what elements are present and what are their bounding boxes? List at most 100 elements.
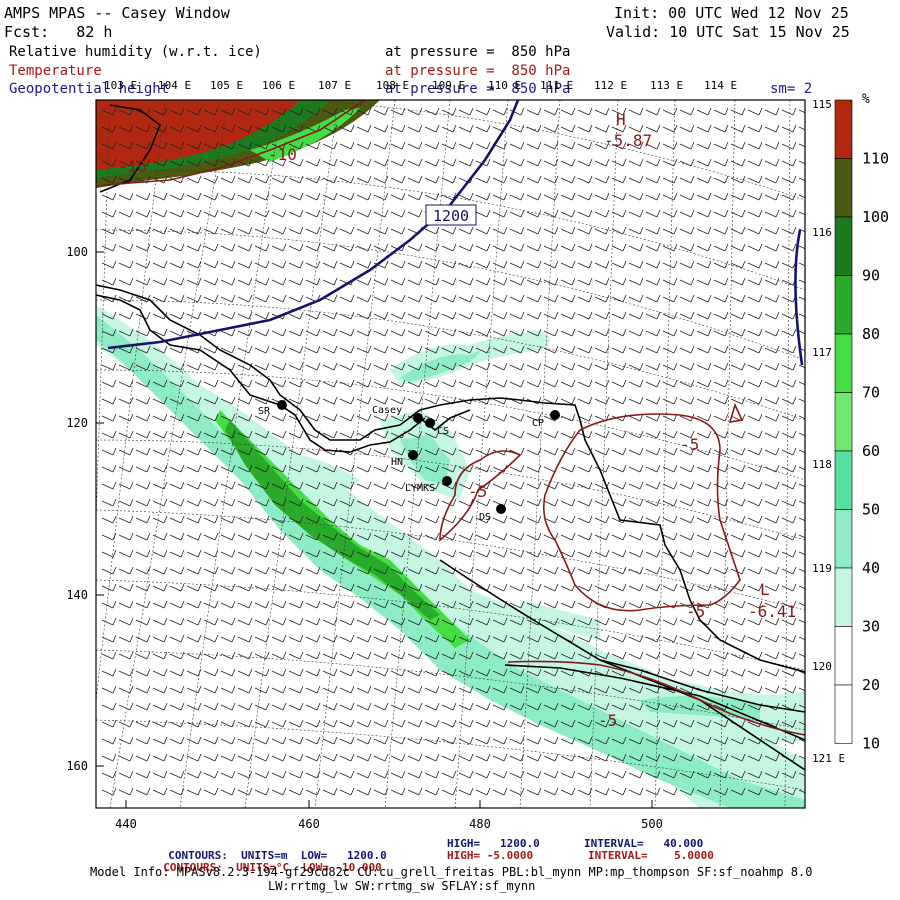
wind-barb — [781, 719, 797, 728]
longitude-labels-top: 103 E 104 E 105 E 106 E 107 E 108 E 109 E 110 E… — [104, 79, 845, 111]
wind-barb — [543, 345, 559, 354]
wind-barb — [764, 787, 780, 796]
station-marker-hn[interactable] — [408, 450, 418, 460]
wind-barb — [152, 260, 168, 269]
wind-barb — [662, 345, 678, 354]
wind-barb — [543, 736, 559, 745]
colorbar-tick-label: 30 — [862, 618, 880, 636]
wind-barb — [407, 583, 423, 592]
wind-barb — [169, 549, 185, 558]
station-marker-lymks[interactable] — [442, 476, 452, 486]
wind-barb — [730, 124, 746, 133]
wind-barb — [339, 430, 355, 439]
wind-barb — [458, 651, 474, 660]
wind-barb — [237, 753, 253, 762]
wind-barb — [594, 549, 610, 558]
wind-barb — [288, 532, 304, 541]
wind-barb — [152, 277, 168, 286]
wind-barb — [696, 464, 712, 473]
wind-barb — [203, 634, 219, 643]
wind-barb — [441, 141, 457, 150]
wind-barb — [169, 192, 185, 201]
wind-barb — [679, 158, 695, 167]
station-marker-cs[interactable] — [425, 418, 435, 428]
wind-barb — [135, 634, 151, 643]
wind-barb — [458, 124, 474, 133]
wind-barb — [135, 736, 151, 745]
wind-barb — [271, 651, 287, 660]
wind-barb — [577, 413, 593, 422]
wind-barb — [373, 413, 389, 422]
pressure-level-temp: at pressure = 850 hPa — [385, 63, 571, 79]
wind-barb — [322, 345, 338, 354]
wind-barb — [356, 566, 372, 575]
wind-barb — [594, 226, 610, 235]
station-marker-casey[interactable] — [413, 413, 423, 423]
wind-barb — [713, 226, 729, 235]
wind-barb — [492, 243, 508, 252]
wind-barb — [322, 617, 338, 626]
wind-barb — [288, 158, 304, 167]
wind-barb — [628, 498, 644, 507]
station-marker-sr[interactable] — [277, 400, 287, 410]
wind-barb — [594, 430, 610, 439]
wind-barb — [305, 787, 321, 796]
wind-barb — [526, 566, 542, 575]
wind-barb — [339, 787, 355, 796]
wind-barb — [764, 175, 780, 184]
wind-barb — [339, 583, 355, 592]
wind-barb — [288, 379, 304, 388]
wind-barb — [492, 226, 508, 235]
wind-barb — [424, 753, 440, 762]
wind-barb — [424, 515, 440, 524]
wind-barb — [543, 753, 559, 762]
wind-barb — [611, 634, 627, 643]
wind-barb — [135, 617, 151, 626]
wind-barb — [679, 294, 695, 303]
wind-barb — [475, 651, 491, 660]
wind-barb — [798, 398, 805, 403]
wind-barb — [390, 685, 406, 694]
wind-barb — [373, 498, 389, 507]
wind-barb — [356, 634, 372, 643]
wind-barb — [781, 226, 797, 235]
wind-barb — [186, 362, 202, 371]
wind-barb — [577, 362, 593, 371]
wind-barb — [373, 736, 389, 745]
wind-barb — [101, 685, 117, 694]
station-marker-cp[interactable] — [550, 410, 560, 420]
wind-barb — [339, 770, 355, 779]
wind-barb — [254, 430, 270, 439]
wind-barb — [526, 651, 542, 660]
wind-barb — [747, 345, 763, 354]
wind-barb — [577, 464, 593, 473]
wind-barb — [560, 464, 576, 473]
station-marker-ds[interactable] — [496, 504, 506, 514]
wind-barb — [764, 447, 780, 456]
wind-barb — [560, 379, 576, 388]
wind-barb — [509, 362, 525, 371]
wind-barb — [390, 668, 406, 677]
wind-barb — [509, 107, 525, 116]
wind-barb — [288, 668, 304, 677]
wind-barb — [220, 175, 236, 184]
wind-barb — [764, 753, 780, 762]
wind-barb — [220, 209, 236, 218]
wind-barb — [407, 651, 423, 660]
wind-barb — [781, 617, 797, 626]
wind-barb — [203, 226, 219, 235]
wind-barb — [441, 447, 457, 456]
wind-barb — [628, 481, 644, 490]
wind-barb — [764, 413, 780, 422]
wind-barb — [696, 192, 712, 201]
wind-barb — [373, 481, 389, 490]
wind-barb — [101, 413, 117, 422]
wind-barb — [220, 328, 236, 337]
wind-barb — [492, 617, 508, 626]
wind-barb — [628, 787, 644, 796]
wind-barb — [237, 464, 253, 473]
y-tick-label: 120 — [66, 416, 88, 430]
wind-barb — [543, 175, 559, 184]
wind-barb — [271, 753, 287, 762]
x-tick-label: 480 — [469, 817, 491, 831]
